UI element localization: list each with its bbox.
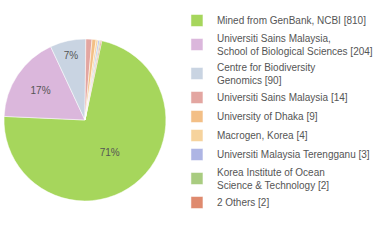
- svg-text:Macrogen, Korea [4]: Macrogen, Korea [4]: [217, 130, 308, 141]
- svg-text:Korea Institute of OceanScienc: Korea Institute of OceanScience & Techno…: [217, 167, 329, 191]
- svg-text:7%: 7%: [64, 50, 79, 61]
- svg-text:Universiti Malaysia Terengganu: Universiti Malaysia Terengganu [3]: [217, 149, 370, 160]
- svg-text:University of Dhaka [9]: University of Dhaka [9]: [217, 111, 318, 122]
- svg-text:17%: 17%: [31, 85, 51, 96]
- svg-text:2 Others [2]: 2 Others [2]: [217, 197, 269, 208]
- svg-text:Universiti Sains Malaysia [14]: Universiti Sains Malaysia [14]: [217, 92, 348, 103]
- svg-text:Centre for BiodiversityGenomic: Centre for BiodiversityGenomics [90]: [217, 62, 315, 86]
- svg-text:71%: 71%: [100, 147, 120, 158]
- svg-text:Universiti Sains Malaysia,Scho: Universiti Sains Malaysia,School of Biol…: [217, 33, 373, 57]
- svg-text:Mined from GenBank, NCBI [810]: Mined from GenBank, NCBI [810]: [217, 15, 366, 26]
